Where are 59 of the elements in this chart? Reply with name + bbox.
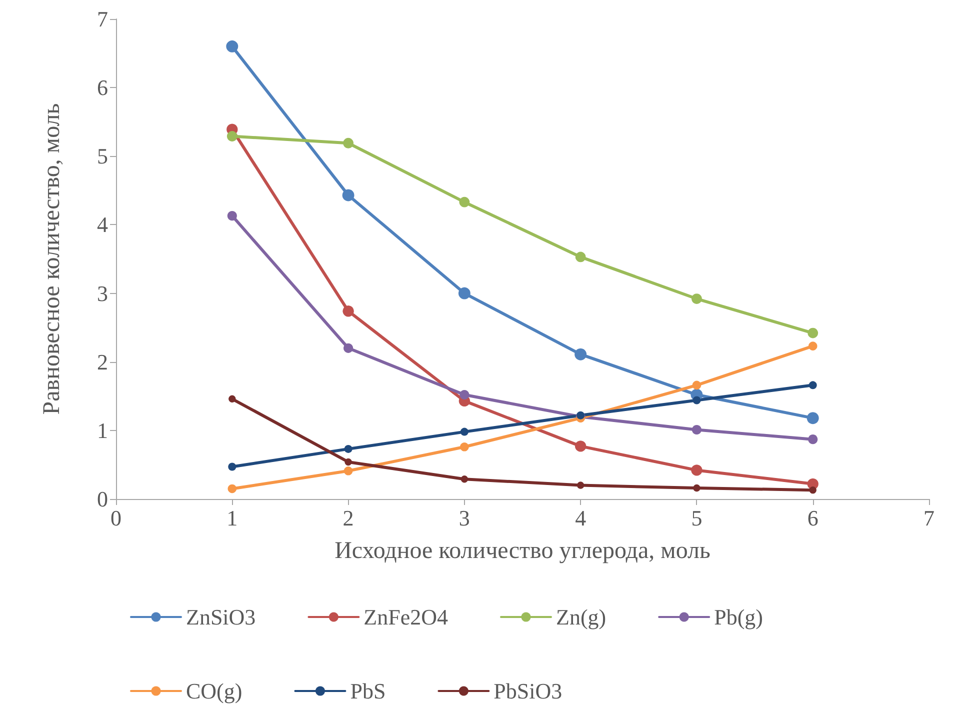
point bbox=[342, 189, 354, 202]
point bbox=[808, 342, 818, 350]
x-tick-label: 3 bbox=[458, 506, 470, 530]
legend-label: Pb(g) bbox=[714, 604, 763, 630]
legend-label: Zn(g) bbox=[556, 604, 606, 630]
x-tick-label: 5 bbox=[691, 506, 702, 530]
point bbox=[344, 444, 352, 453]
point bbox=[693, 484, 700, 492]
point bbox=[226, 40, 238, 52]
point bbox=[576, 482, 584, 489]
point bbox=[460, 442, 469, 452]
point bbox=[574, 348, 587, 360]
legend-label: ZnFe2O4 bbox=[364, 604, 448, 630]
y-tick-label: 3 bbox=[97, 280, 108, 306]
point bbox=[228, 395, 236, 402]
point bbox=[808, 381, 817, 390]
point bbox=[459, 196, 470, 208]
point bbox=[343, 343, 354, 353]
y-tick-label: 6 bbox=[97, 75, 108, 100]
point bbox=[808, 328, 818, 338]
x-tick-label: 1 bbox=[226, 506, 238, 530]
point bbox=[692, 380, 702, 390]
point bbox=[228, 462, 236, 471]
y-tick-label: 0 bbox=[97, 486, 108, 512]
x-tick-label: 7 bbox=[924, 506, 934, 530]
point bbox=[343, 138, 354, 148]
point bbox=[574, 440, 586, 452]
point bbox=[691, 464, 702, 476]
point bbox=[227, 211, 237, 221]
y-tick-label: 4 bbox=[97, 212, 108, 238]
point bbox=[809, 486, 816, 494]
point bbox=[458, 287, 470, 300]
point bbox=[806, 412, 819, 424]
point bbox=[460, 428, 468, 436]
y-tick-label: 5 bbox=[97, 144, 108, 169]
point bbox=[342, 306, 354, 317]
y-tick-label: 1 bbox=[97, 418, 108, 443]
x-axis-title: Исходное количество углерода, моль bbox=[334, 538, 710, 564]
legend-label: PbS bbox=[350, 678, 386, 704]
point bbox=[575, 252, 586, 262]
legend-label: PbSiO3 bbox=[494, 678, 562, 704]
y-tick-label: 7 bbox=[97, 6, 108, 32]
point bbox=[692, 396, 701, 404]
legend-label: CO(g) bbox=[186, 678, 242, 704]
x-tick-label: 4 bbox=[575, 506, 586, 530]
x-tick-label: 6 bbox=[807, 506, 818, 530]
point bbox=[692, 424, 702, 435]
y-axis-title: Равновесное количество, моль bbox=[39, 103, 65, 415]
point bbox=[344, 466, 353, 476]
point bbox=[344, 458, 352, 466]
y-tick-label: 2 bbox=[97, 349, 108, 374]
point bbox=[808, 434, 818, 444]
point bbox=[460, 390, 470, 400]
point bbox=[460, 476, 468, 483]
legend-label: ZnSiO3 bbox=[186, 604, 256, 630]
point bbox=[228, 484, 237, 494]
point bbox=[692, 294, 702, 304]
point bbox=[226, 131, 238, 142]
x-tick-label: 2 bbox=[342, 506, 354, 530]
